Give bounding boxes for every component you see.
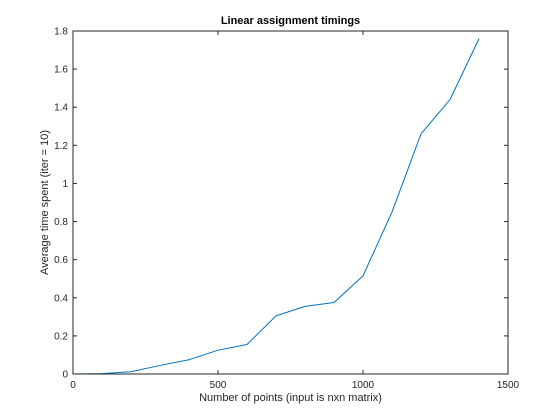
axes-box: [72, 30, 509, 375]
y-tick-label: 0.4: [54, 293, 68, 304]
x-axis-label: Number of points (input is nxn matrix): [199, 392, 382, 404]
y-tick-label: 1.8: [54, 27, 68, 38]
plot-area: [73, 31, 508, 374]
y-axis-label: Average time spent (iter = 10): [39, 130, 51, 275]
y-tick-label: 1: [62, 179, 68, 190]
x-tick-label: 0: [70, 380, 76, 391]
y-tick-label: 0.8: [54, 217, 68, 228]
x-tick-label: 1000: [352, 380, 375, 391]
y-tick-label: 0.2: [54, 331, 68, 342]
chart-title: Linear assignment timings: [221, 15, 360, 27]
y-tick-label: 1.2: [54, 141, 68, 152]
y-tick-label: 0.6: [54, 255, 68, 266]
y-tick-label: 1.6: [54, 65, 68, 76]
series-line: [72, 38, 480, 375]
y-tick-label: 1.4: [54, 103, 68, 114]
x-tick-label: 500: [210, 380, 227, 391]
ticks-layer: 0 500 1000 1500 0 0.2 0.4 0.6 0.8 1 1.2 1.4 1.6 1.8: [54, 27, 519, 392]
series-layer: [72, 38, 480, 375]
x-tick-label: 1500: [497, 380, 520, 391]
y-tick-label: 0: [62, 370, 68, 381]
